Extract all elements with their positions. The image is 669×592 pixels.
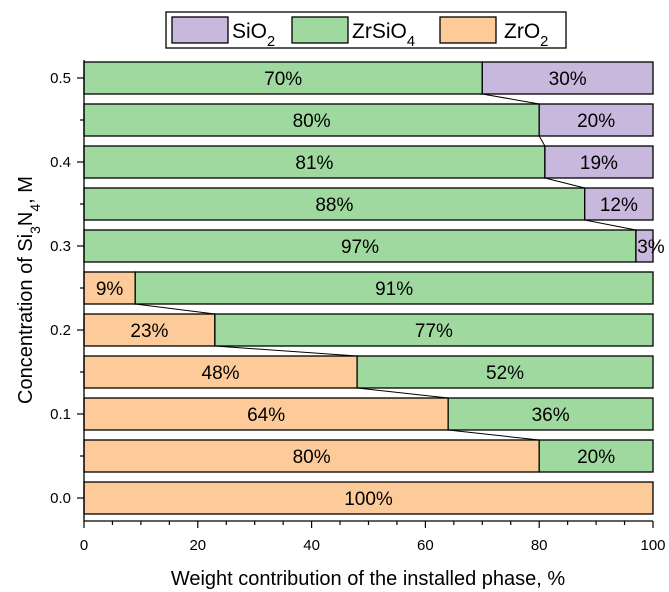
legend: SiO2 ZrSiO4 ZrO2 xyxy=(165,11,567,50)
bar-segment-zrsio4-1 xyxy=(538,439,654,473)
x-tick-label: 40 xyxy=(303,537,320,554)
y-tick-label: 0.3 xyxy=(50,238,71,255)
data-label-zrsio4-8: 81% xyxy=(295,153,333,174)
x-tick-label: 0 xyxy=(80,537,88,554)
data-label-zrsio4-7: 88% xyxy=(315,195,353,216)
data-label-sio2-9: 20% xyxy=(577,111,615,132)
x-axis-label: Weight contribution of the installed pha… xyxy=(171,568,566,590)
bar-segment-sio2-9 xyxy=(538,103,654,137)
data-label-zro2-2: 64% xyxy=(247,405,285,426)
data-label-zrsio4-1: 20% xyxy=(577,447,615,468)
x-tick-label: 60 xyxy=(417,537,434,554)
y-tick-label: 0.2 xyxy=(50,322,71,339)
legend-swatch-zro2 xyxy=(439,16,497,44)
bar-segment-zro2-5 xyxy=(83,271,136,305)
bar-segment-zro2-2 xyxy=(83,397,449,431)
bar-segment-zrsio4-3 xyxy=(356,355,654,389)
data-label-zrsio4-5: 91% xyxy=(375,279,413,300)
connector-lines xyxy=(135,93,637,441)
x-tick-label: 80 xyxy=(531,537,548,554)
data-label-zrsio4-3: 52% xyxy=(486,363,524,384)
connector-line xyxy=(448,429,540,441)
data-label-zrsio4-4: 77% xyxy=(415,321,453,342)
connector-line xyxy=(584,219,637,231)
legend-label-zrsio4: ZrSiO4 xyxy=(352,20,415,50)
data-label-zrsio4-10: 70% xyxy=(264,69,302,90)
bar-segment-zrsio4-5 xyxy=(134,271,654,305)
bar-segment-zrsio4-6 xyxy=(83,229,637,263)
data-label-zrsio4-9: 80% xyxy=(293,111,331,132)
bar-segment-sio2-6 xyxy=(635,229,654,263)
legend-label-zro2: ZrO2 xyxy=(504,20,548,50)
axes: 0 20 40 60 80 100 0.0 0.1 0.2 0.3 0.4 0.5 xyxy=(50,60,666,554)
y-tick-label: 0.1 xyxy=(50,406,71,423)
legend-box xyxy=(165,11,567,49)
x-tick-label: 20 xyxy=(189,537,206,554)
y-tick-label: 0.0 xyxy=(50,490,71,507)
bar-segment-sio2-7 xyxy=(584,187,654,221)
connector-line xyxy=(357,387,449,399)
bar-segment-zro2-3 xyxy=(83,355,358,389)
data-label-zrsio4-2: 36% xyxy=(532,405,570,426)
connector-line xyxy=(214,345,358,357)
connector-line xyxy=(544,177,585,189)
legend-swatch-sio2 xyxy=(171,16,229,44)
data-label-zro2-5: 9% xyxy=(96,279,124,300)
bars xyxy=(83,61,654,515)
connector-line xyxy=(135,303,215,315)
legend-swatch-zrsio4 xyxy=(291,16,349,44)
bar-segment-sio2-10 xyxy=(481,61,654,95)
y-tick-label: 0.4 xyxy=(50,154,71,171)
bar-segment-zrsio4-2 xyxy=(447,397,654,431)
bar-segment-zrsio4-4 xyxy=(214,313,654,347)
data-label-sio2-10: 30% xyxy=(549,69,587,90)
data-label-sio2-8: 19% xyxy=(580,153,618,174)
x-tick-label: 100 xyxy=(640,537,665,554)
connector-line xyxy=(538,135,546,147)
data-label-sio2-7: 12% xyxy=(600,195,638,216)
connector-line xyxy=(482,93,540,105)
bar-segment-sio2-8 xyxy=(544,145,654,179)
data-label-zro2-1: 80% xyxy=(293,447,331,468)
y-tick-label: 0.5 xyxy=(50,70,71,87)
data-label-zro2-4: 23% xyxy=(130,321,168,342)
data-label-zro2-0: 100% xyxy=(344,489,393,510)
data-label-sio2-6: 3% xyxy=(637,237,665,258)
y-axis-label: Concentration of Si3N4, M xyxy=(15,176,43,404)
data-label-zrsio4-6: 97% xyxy=(341,237,379,258)
bar-segment-zrsio4-9 xyxy=(83,103,540,137)
bar-segment-zrsio4-8 xyxy=(83,145,546,179)
bar-segment-zro2-4 xyxy=(83,313,216,347)
data-labels: 100% 80% 20% 64% 36% 48% 52% 23% 77% 9% 91% 97% 3% 88… xyxy=(96,69,665,510)
legend-label-sio2: SiO2 xyxy=(232,20,275,50)
data-label-zro2-3: 48% xyxy=(202,363,240,384)
